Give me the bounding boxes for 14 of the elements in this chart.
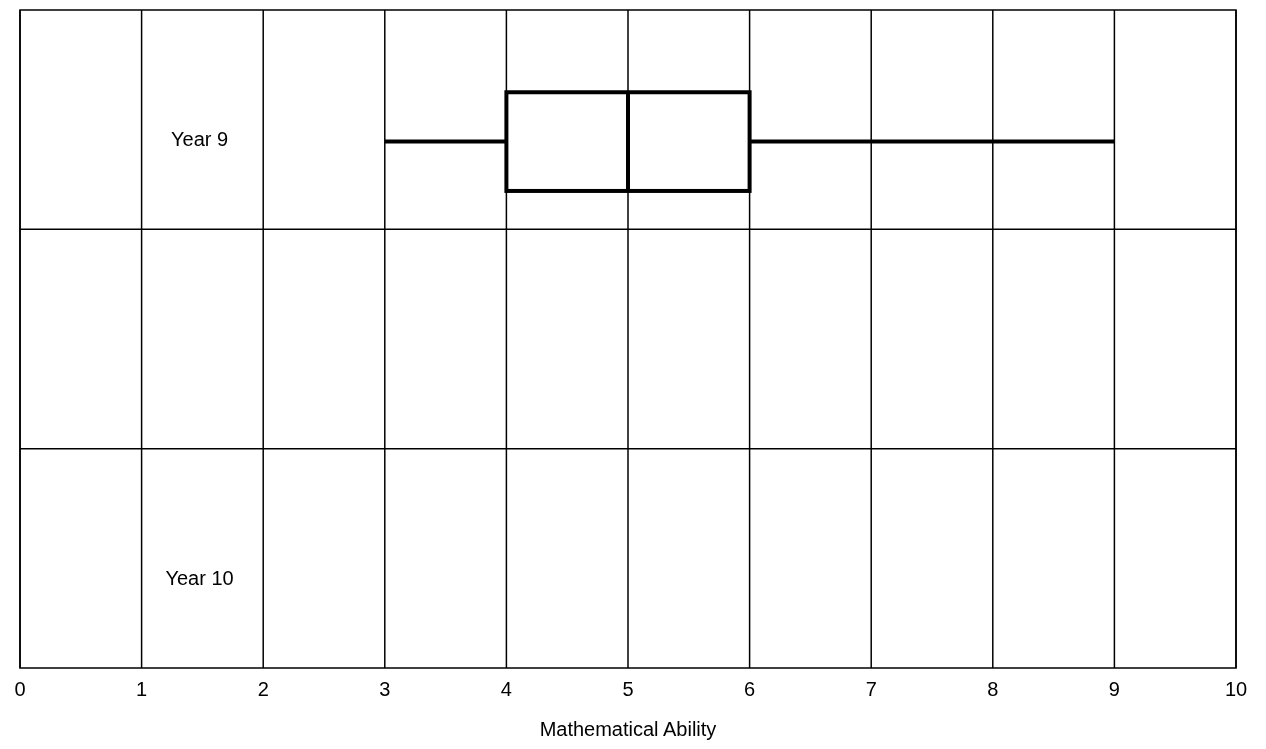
y-tick-label: Year 10: [165, 566, 234, 589]
x-tick-label: 6: [744, 678, 756, 700]
x-tick-label: 8: [987, 678, 999, 700]
x-tick-label: 2: [257, 678, 269, 700]
x-tick-label: 3: [379, 678, 391, 700]
x-tick-label: 10: [1224, 678, 1248, 700]
x-tick-label: 0: [14, 678, 26, 700]
x-tick-label: 7: [865, 678, 877, 700]
x-tick-label: 5: [622, 678, 634, 700]
x-tick-label: 4: [500, 678, 512, 700]
x-axis-title: Mathematical Ability: [539, 718, 717, 740]
x-tick-label: 9: [1108, 678, 1120, 700]
x-tick-label: 1: [136, 678, 148, 700]
y-tick-label: Year 9: [171, 127, 229, 150]
